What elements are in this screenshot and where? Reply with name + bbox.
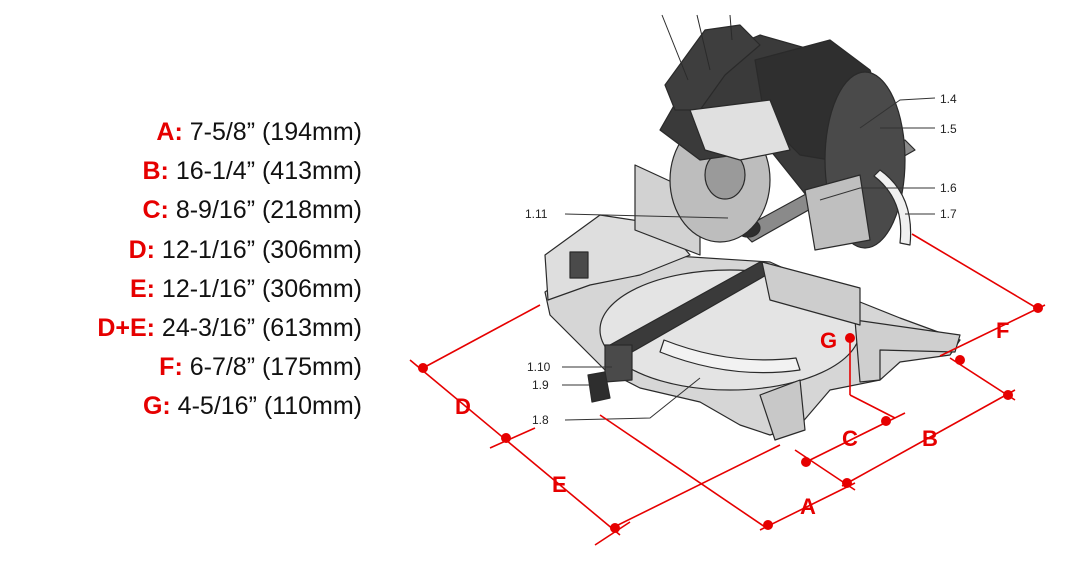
- dim-dot: [418, 363, 428, 373]
- dim-letter-a: A: [800, 494, 816, 519]
- dim-letter-b: B: [922, 426, 938, 451]
- leader-line: [729, 14, 733, 41]
- leader-line: [661, 14, 689, 81]
- callout-leader-1-4: [859, 97, 936, 129]
- dim-letter-f: F: [996, 318, 1009, 343]
- spec-row-c: C: 8-9/16” (218mm): [0, 191, 362, 230]
- spec-key: C:: [142, 196, 169, 225]
- spec-key: A:: [156, 118, 183, 146]
- callout-leader-1-8: [564, 377, 701, 421]
- part-callouts: [562, 97, 936, 421]
- extension-line: [594, 521, 631, 546]
- dim-dot: [842, 478, 852, 488]
- part-label-1-11: 1.11: [525, 207, 548, 221]
- spec-row-b: B: 16-1/4” (413mm): [0, 152, 362, 191]
- spec-value: 7-5/8” (194mm): [182, 118, 362, 146]
- lock-knob: [587, 371, 611, 403]
- spec-row-g: G: 4-5/16” (110mm): [0, 387, 362, 426]
- dim-dot: [881, 416, 891, 426]
- front-handle: [604, 344, 633, 383]
- dimension-dots: [418, 303, 1043, 533]
- extension-line: [599, 414, 766, 528]
- dim-dot: [955, 355, 965, 365]
- dim-dot: [801, 457, 811, 467]
- dim-dot: [845, 333, 855, 343]
- spec-key: G:: [142, 392, 171, 421]
- extension-line: [911, 233, 1041, 311]
- part-label-1-8: 1.8: [532, 413, 549, 427]
- top-handle: [664, 24, 761, 111]
- spec-value: 16-1/4” (413mm): [168, 157, 362, 186]
- spec-value: 12-1/16” (306mm): [154, 235, 362, 264]
- dim-line-a-2: [759, 482, 856, 531]
- part-labels: 1.4 1.5 1.6 1.7 1.11 1.10 1.9 1.8: [525, 92, 957, 427]
- leader-line: [696, 14, 711, 71]
- spec-value: 8-9/16” (218mm): [168, 196, 362, 225]
- dim-line-f: [939, 304, 1046, 357]
- spec-row-d-plus-e: D+E: 24-3/16” (613mm): [0, 309, 362, 348]
- front-leg: [759, 379, 806, 441]
- spec-key: D+E:: [97, 313, 155, 342]
- extension-line: [489, 427, 536, 449]
- dim-dot: [1003, 390, 1013, 400]
- spec-key: D:: [128, 235, 155, 264]
- miter-scale: [659, 339, 801, 374]
- extension-line: [849, 394, 896, 419]
- part-label-1-9: 1.9: [532, 378, 549, 392]
- dim-letter-c: C: [842, 426, 858, 451]
- spec-value: 12-1/16” (306mm): [154, 274, 362, 303]
- spec-row-a: A: 7-5/8” (194mm): [0, 113, 362, 152]
- spec-list: A: 7-5/8” (194mm) B: 16-1/4” (413mm) C: …: [0, 113, 362, 427]
- part-label-1-10: 1.10: [527, 360, 551, 374]
- extension-line: [422, 304, 541, 369]
- dim-letter-g: G: [820, 328, 837, 353]
- bevel-support: [804, 174, 871, 251]
- dim-dot: [501, 433, 511, 443]
- part-label-1-6: 1.6: [940, 181, 957, 195]
- dim-dot: [763, 520, 773, 530]
- spec-value: 4-5/16” (110mm): [170, 392, 362, 421]
- rear-support: [854, 319, 961, 383]
- spec-row-d: D: 12-1/16” (306mm): [0, 231, 362, 270]
- miter-saw-illustration: [544, 14, 961, 441]
- part-label-1-7: 1.7: [940, 207, 957, 221]
- right-fence: [761, 261, 861, 326]
- dim-letter-d: D: [455, 394, 471, 419]
- spec-row-f: F: 6-7/8” (175mm): [0, 348, 362, 387]
- dim-letter-e: E: [552, 472, 567, 497]
- dimension-letters: D E A C B F G: [455, 318, 1009, 519]
- dim-dot: [610, 523, 620, 533]
- dim-line-b: [841, 389, 1016, 487]
- part-label-1-4: 1.4: [940, 92, 957, 106]
- spec-key: B:: [142, 157, 169, 186]
- callout-leader-1-6: [819, 187, 935, 201]
- left-wing-slot: [569, 251, 589, 279]
- part-label-1-5: 1.5: [940, 122, 957, 136]
- spec-value: 24-3/16” (613mm): [154, 313, 362, 342]
- dim-dot: [1033, 303, 1043, 313]
- spec-row-e: E: 12-1/16” (306mm): [0, 270, 362, 309]
- spec-key: E:: [129, 274, 155, 303]
- upper-guard: [689, 99, 791, 161]
- spec-key: F:: [159, 353, 183, 382]
- dim-line-de: [409, 359, 621, 536]
- callout-leader-1-11: [564, 213, 729, 219]
- spec-value: 6-7/8” (175mm): [182, 353, 362, 382]
- dim-line-a: [611, 444, 781, 529]
